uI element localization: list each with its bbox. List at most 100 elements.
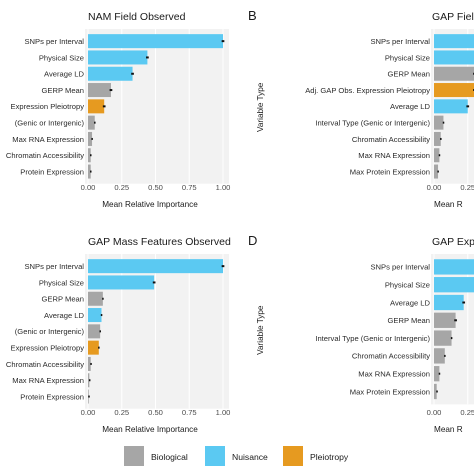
category-label: Average LD: [44, 70, 84, 79]
tick-label: 0.50: [148, 183, 163, 192]
y-axis-title: Variable Type: [256, 82, 265, 132]
category-label: Physical Size: [385, 281, 430, 290]
category-label: Expression Pleiotropy: [11, 343, 85, 352]
legend-label: Biological: [151, 452, 188, 462]
bar: [88, 131, 93, 146]
category-label: SNPs per Interval: [370, 37, 430, 46]
bar: [88, 340, 99, 355]
tick-label: 0.00: [81, 183, 96, 192]
bar: [88, 164, 91, 179]
panel-title: GAP Mass Features Observed: [88, 236, 231, 248]
tick-label: 1.00: [216, 408, 231, 417]
legend-label: Pleiotropy: [310, 452, 349, 462]
bar: [434, 99, 468, 114]
bar: [434, 164, 439, 179]
category-label: Expression Pleiotropy: [11, 102, 85, 111]
tick-label: 0.00: [81, 408, 96, 417]
bar: [88, 83, 111, 98]
category-label: Max RNA Expression: [358, 370, 430, 379]
tick-label: 0.25: [114, 408, 129, 417]
bar: [434, 115, 444, 130]
tick-label: 0.00: [427, 183, 442, 192]
category-label: GERP Mean: [42, 295, 85, 304]
category-label: Max Protein Expression: [350, 387, 430, 396]
chart-panel: SNPs per Interval Physical Size GERP Mean A…: [248, 8, 474, 209]
bar: [434, 366, 440, 382]
category-label: Max RNA Expression: [358, 151, 430, 160]
category-label: Average LD: [390, 102, 430, 111]
bar: [88, 50, 148, 65]
bar: [434, 50, 474, 65]
bar: [88, 148, 91, 163]
category-label: Chromatin Accessibility: [352, 135, 430, 144]
category-label: Average LD: [44, 311, 84, 320]
category-label: Physical Size: [39, 278, 84, 287]
bar: [434, 83, 474, 98]
panel-title: GAP Exp: [432, 236, 474, 248]
category-label: GERP Mean: [42, 86, 85, 95]
category-label: Protein Expression: [20, 167, 84, 176]
bar: [434, 348, 445, 364]
x-axis-title: Mean R: [434, 425, 463, 434]
bar: [434, 259, 474, 275]
tick-label: 0.75: [182, 183, 197, 192]
category-label: Interval Type (Genic or Intergenic): [315, 118, 430, 127]
tick-label: 0.25: [460, 408, 474, 417]
tick-label: 0.50: [148, 408, 163, 417]
category-label: GERP Mean: [388, 316, 431, 325]
tick-label: 0.75: [182, 408, 197, 417]
category-label: Adj. GAP Obs. Expression Pleiotropy: [305, 86, 430, 95]
y-axis-title: Variable Type: [256, 305, 265, 355]
category-label: Protein Expression: [20, 392, 84, 401]
bar: [434, 148, 440, 163]
category-label: Chromatin Accessibility: [6, 151, 84, 160]
category-label: Physical Size: [39, 53, 84, 62]
bar: [434, 312, 456, 328]
panels: SNPs per Interval Physical Size Average LD…: [6, 8, 474, 434]
panel-label: D: [248, 233, 257, 248]
bar: [434, 277, 474, 293]
legend-label: Nuisance: [232, 452, 268, 462]
category-label: Physical Size: [385, 53, 430, 62]
bar: [88, 275, 155, 290]
bar: [88, 34, 223, 49]
category-label: Chromatin Accessibility: [6, 360, 84, 369]
tick-label: 0.00: [427, 408, 442, 417]
tick-label: 1.00: [216, 183, 231, 192]
bar: [88, 99, 105, 114]
category-label: Max RNA Expression: [12, 135, 84, 144]
category-label: SNPs per Interval: [24, 262, 84, 271]
category-label: GERP Mean: [388, 70, 431, 79]
bar: [88, 115, 95, 130]
category-label: Max RNA Expression: [12, 376, 84, 385]
panel-title: GAP Field: [432, 11, 474, 23]
bar: [434, 294, 464, 311]
legend-swatch: [283, 446, 303, 466]
x-axis-title: Mean R: [434, 200, 463, 209]
bar: [434, 66, 474, 81]
category-label: (Genic or Intergenic): [15, 118, 85, 127]
bar: [88, 356, 91, 371]
bar: [434, 330, 452, 346]
panel-label: B: [248, 8, 257, 23]
legend-swatch: [205, 446, 225, 466]
bar: [88, 324, 101, 339]
chart-panel: SNPs per Interval Physical Size Average LD…: [248, 233, 474, 434]
bar: [434, 383, 437, 400]
category-label: Max Protein Expression: [350, 167, 430, 176]
bar: [88, 291, 103, 306]
category-label: Average LD: [390, 298, 430, 307]
panel-title: NAM Field Observed: [88, 11, 186, 23]
x-axis-title: Mean Relative Importance: [102, 425, 198, 434]
category-label: Interval Type (Genic or Intergenic): [315, 334, 430, 343]
category-label: (Genic or Intergenic): [15, 327, 85, 336]
category-label: SNPs per Interval: [24, 37, 84, 46]
chart-panel: SNPs per Interval Physical Size Average LD…: [6, 11, 230, 209]
bar: [88, 308, 102, 323]
bar: [434, 131, 441, 146]
chart-panel: SNPs per Interval Physical Size GERP Mean A…: [6, 236, 231, 434]
bar: [88, 259, 223, 274]
category-label: SNPs per Interval: [370, 263, 430, 272]
tick-label: 0.25: [114, 183, 129, 192]
